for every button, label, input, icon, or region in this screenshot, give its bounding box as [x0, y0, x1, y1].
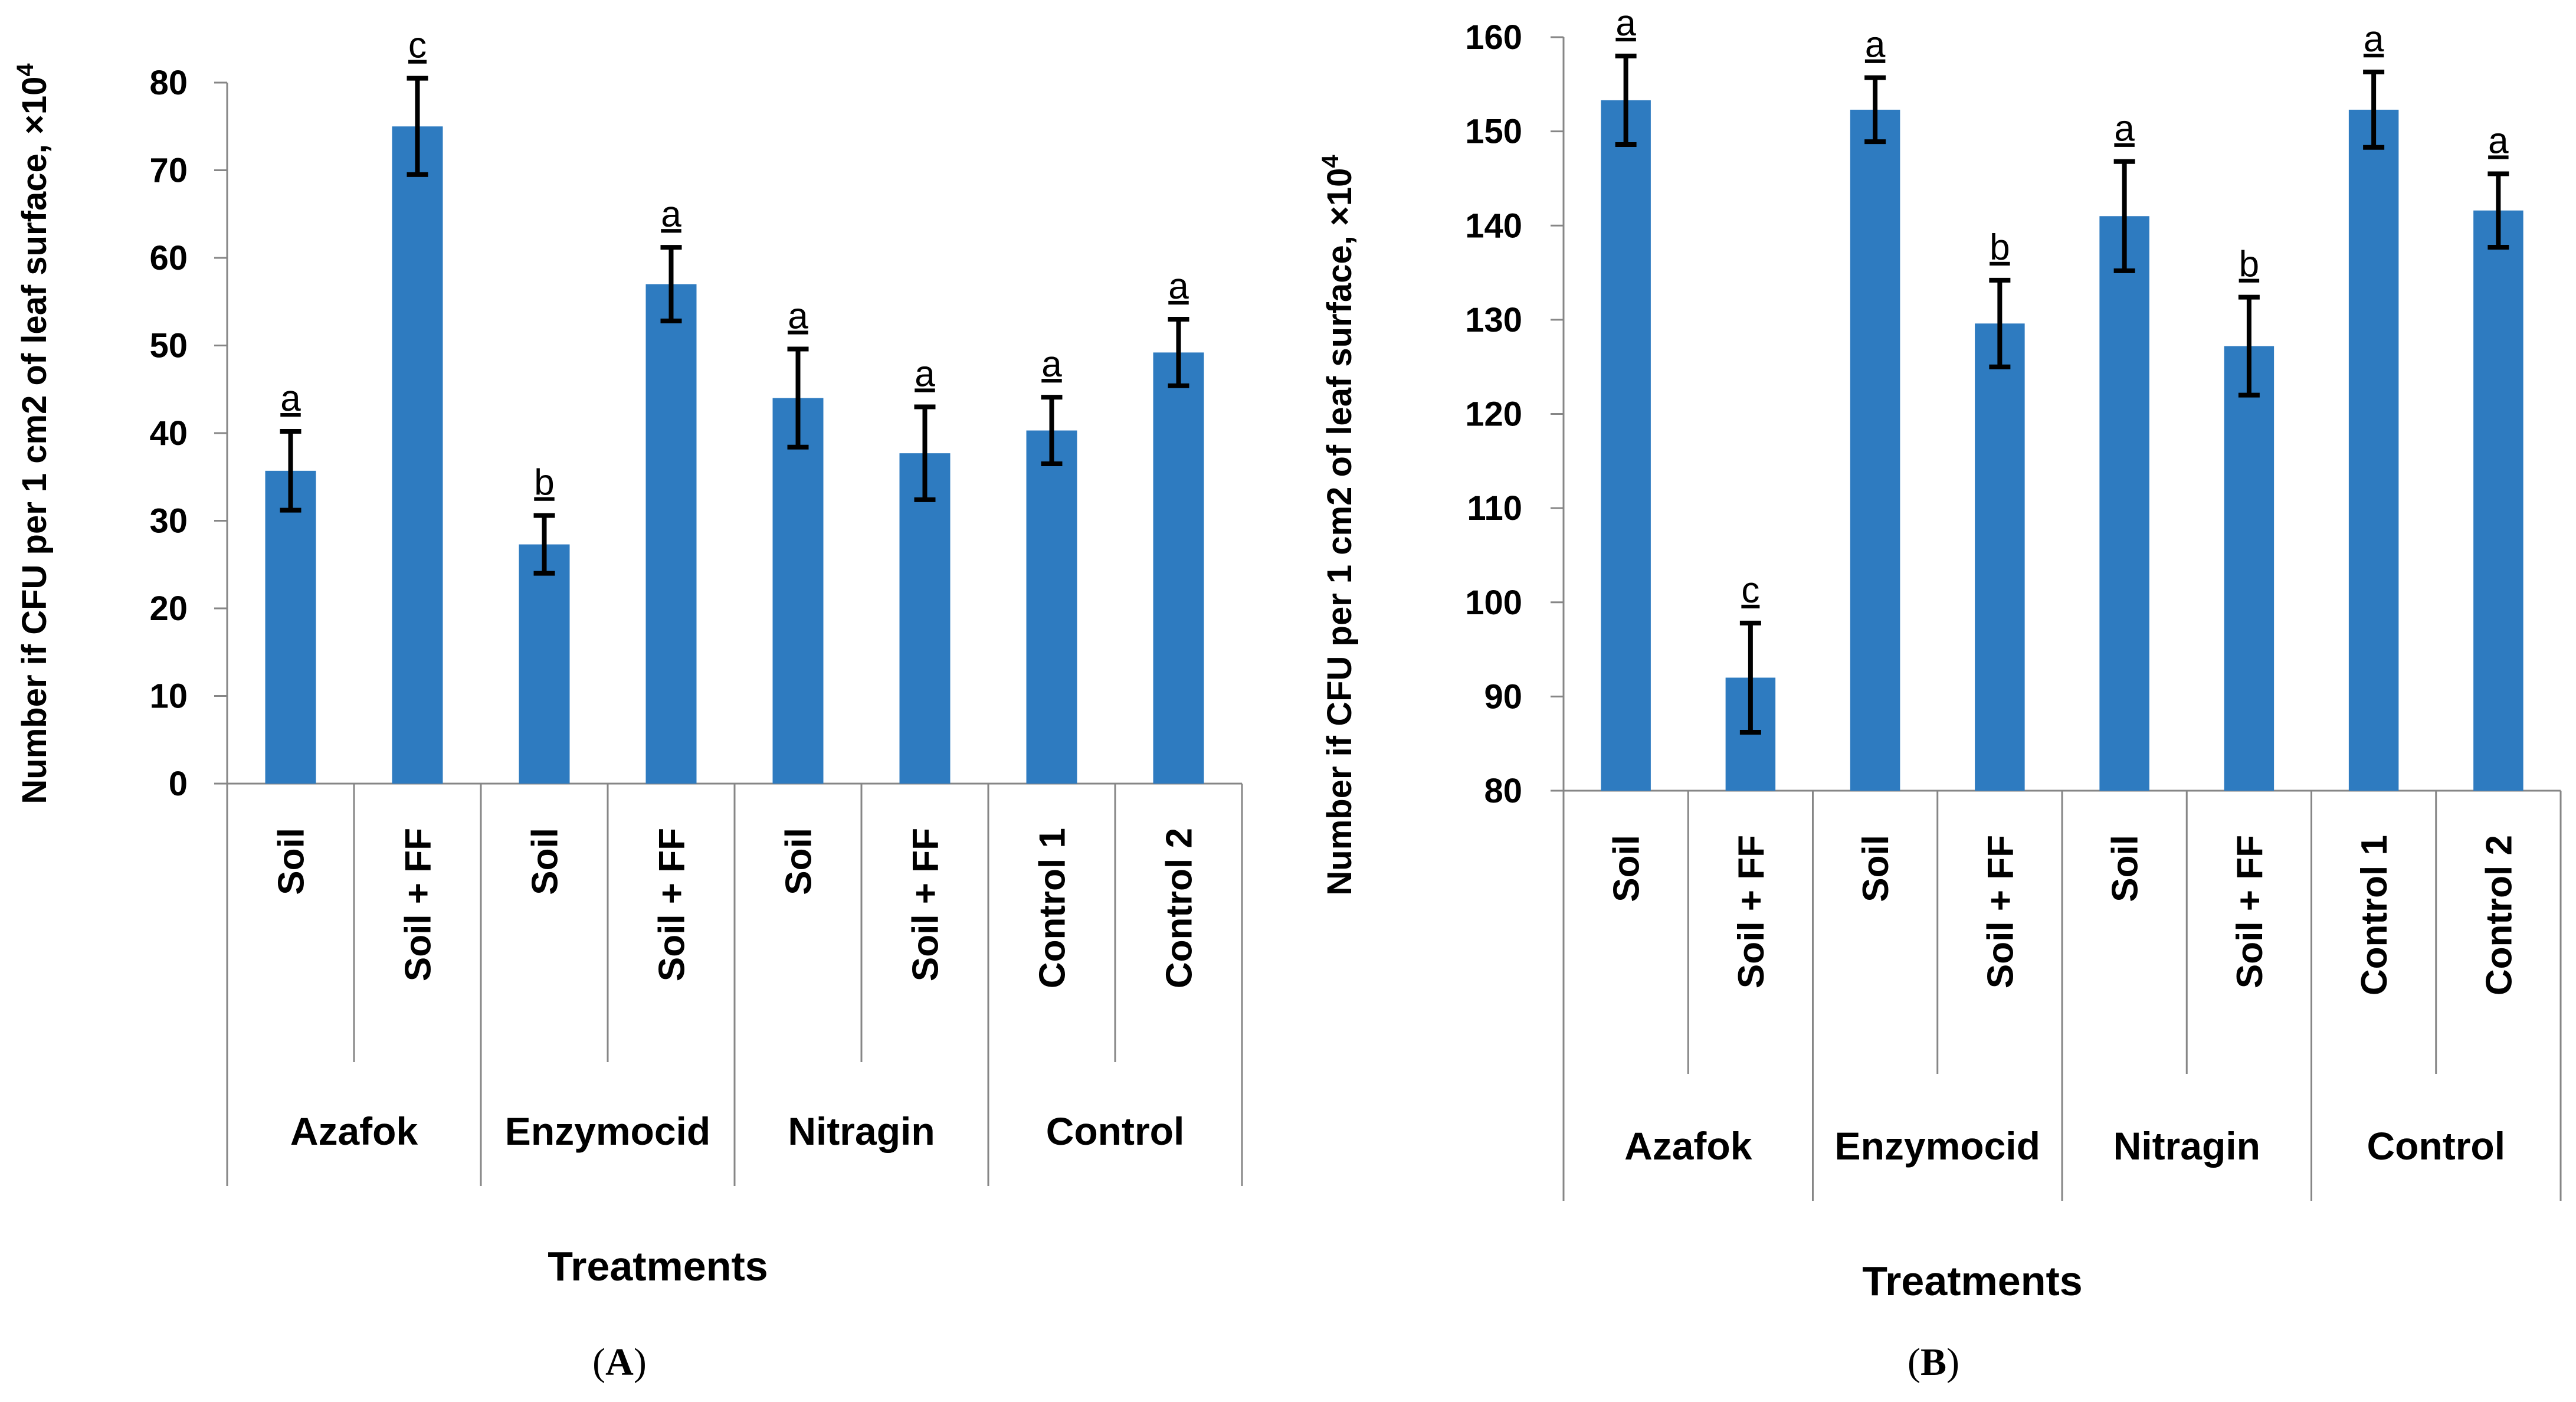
- y-axis-title: Number if CFU per 1 cm2 of leaf surface,…: [1318, 155, 1359, 896]
- significance-label: a: [788, 296, 808, 336]
- significance-label: a: [1041, 344, 1062, 385]
- category-label: Soil + FF: [1731, 835, 1772, 988]
- y-tick-label: 60: [149, 239, 188, 277]
- category-label: Soil: [1607, 835, 1647, 902]
- category-label: Soil: [271, 828, 312, 895]
- bar: [772, 398, 824, 784]
- significance-label: c: [408, 25, 427, 66]
- bar: [2099, 216, 2149, 791]
- category-label: Soil: [525, 828, 566, 895]
- bar: [2348, 109, 2399, 791]
- x-axis-title: Treatments: [1862, 1258, 2082, 1304]
- bar: [2224, 346, 2275, 791]
- y-tick-label: 100: [1465, 584, 1522, 622]
- group-label: Control: [2367, 1124, 2505, 1168]
- significance-label: a: [2114, 109, 2135, 149]
- category-label: Soil + FF: [398, 828, 439, 981]
- category-label: Soil + FF: [906, 828, 946, 981]
- y-tick-label: 30: [149, 502, 188, 541]
- category-label: Soil + FF: [2230, 835, 2270, 988]
- significance-label: b: [534, 463, 554, 503]
- y-tick-label: 120: [1465, 395, 1522, 434]
- y-tick-label: 10: [149, 677, 188, 716]
- category-label: Control 2: [2479, 835, 2519, 995]
- group-label: Nitragin: [788, 1109, 935, 1153]
- bar: [645, 284, 697, 784]
- significance-label: b: [2239, 244, 2259, 285]
- panel-label: (B): [1908, 1341, 1959, 1384]
- y-tick-label: 50: [149, 327, 188, 365]
- significance-label: c: [1741, 570, 1759, 611]
- category-label: Control 2: [1159, 828, 1200, 988]
- group-label: Control: [1046, 1109, 1185, 1153]
- significance-label: a: [1865, 25, 1886, 65]
- y-tick-label: 110: [1467, 489, 1522, 528]
- category-label: Soil: [2105, 835, 2146, 902]
- x-axis-title: Treatments: [548, 1243, 768, 1289]
- y-tick-label: 80: [1484, 772, 1522, 810]
- significance-label: a: [661, 194, 681, 235]
- group-label: Enzymocid: [505, 1109, 710, 1153]
- y-tick-label: 140: [1465, 207, 1522, 245]
- significance-label: a: [2364, 19, 2384, 60]
- y-tick-label: 20: [149, 589, 188, 628]
- category-label: Soil: [779, 828, 820, 895]
- chart-panel-b: 80 90 100 110 120 130 140 150 160 a Soil c Soil + FF…: [1318, 3, 2562, 1384]
- group-label: Azafok: [1624, 1124, 1752, 1168]
- panel-label: (A): [592, 1341, 647, 1384]
- y-tick-label: 150: [1465, 113, 1522, 151]
- y-tick-label: 0: [169, 765, 188, 803]
- significance-label: a: [2488, 120, 2509, 161]
- significance-label: a: [915, 353, 935, 394]
- bar: [519, 544, 570, 784]
- bar: [899, 453, 951, 784]
- y-tick-label: 90: [1484, 677, 1522, 716]
- category-label: Soil + FF: [652, 828, 693, 981]
- category-label: Soil: [1856, 835, 1896, 902]
- y-tick-label: 160: [1465, 18, 1522, 57]
- category-label: Control 1: [1033, 828, 1073, 988]
- bar: [1153, 352, 1204, 784]
- significance-label: a: [280, 378, 301, 419]
- significance-label: a: [1615, 3, 1636, 44]
- bar: [1601, 100, 1651, 791]
- bar: [1850, 109, 1900, 791]
- chart-panel-a: 0 10 20 30 40 50 60 70 80 a Soil c Soil + FF b Soil a So…: [12, 25, 1243, 1384]
- group-label: Enzymocid: [1835, 1124, 2040, 1168]
- bar: [392, 126, 443, 784]
- group-label: Nitragin: [2113, 1124, 2260, 1168]
- bar: [1975, 323, 2025, 791]
- category-label: Soil + FF: [1980, 835, 2021, 988]
- y-axis-title: Number if CFU per 1 cm2 of leaf surface,…: [12, 63, 54, 804]
- bar: [1026, 430, 1077, 784]
- group-label: Azafok: [290, 1109, 418, 1153]
- bar: [265, 470, 316, 784]
- significance-label: b: [1990, 227, 2010, 268]
- y-tick-label: 70: [149, 152, 188, 190]
- y-tick-label: 130: [1465, 301, 1522, 339]
- bar: [2473, 210, 2523, 791]
- y-tick-label: 80: [149, 64, 188, 102]
- y-tick-label: 40: [149, 414, 188, 453]
- category-label: Control 1: [2354, 835, 2395, 995]
- significance-label: a: [1168, 266, 1189, 307]
